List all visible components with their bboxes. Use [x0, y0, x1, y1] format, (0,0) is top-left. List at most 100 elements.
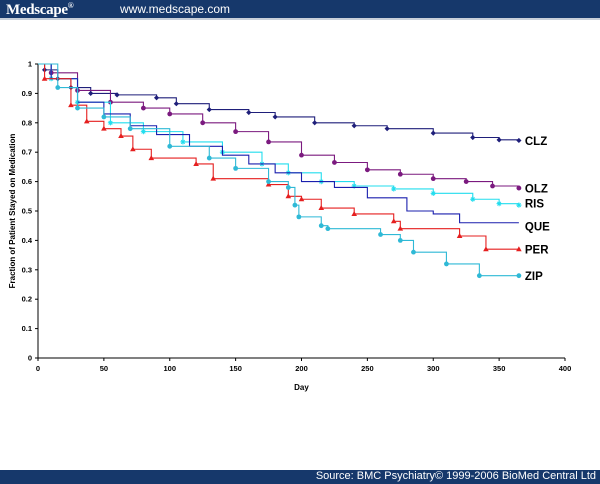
point-per: [483, 246, 489, 252]
point-per: [118, 133, 124, 139]
point-per: [148, 155, 155, 161]
point-clz: [430, 130, 436, 136]
point-clz: [351, 123, 357, 129]
point-olz: [167, 111, 173, 117]
point-zip: [444, 261, 449, 267]
x-tick-label: 400: [559, 364, 572, 373]
point-zip: [476, 273, 482, 279]
point-zip: [266, 179, 271, 185]
point-olz: [516, 185, 522, 191]
point-olz: [141, 105, 146, 111]
series-que: [38, 63, 519, 224]
point-clz: [272, 114, 278, 120]
point-per: [193, 160, 199, 166]
point-per: [351, 210, 357, 216]
point-olz: [233, 129, 239, 135]
point-clz: [173, 101, 179, 107]
point-zip: [397, 238, 403, 243]
point-clz: [153, 95, 160, 101]
point-olz: [397, 171, 403, 177]
point-zip: [285, 185, 291, 190]
point-zip: [516, 273, 522, 279]
point-zip: [233, 165, 239, 171]
point-per: [68, 102, 74, 108]
y-tick-label: 0.3: [22, 265, 32, 274]
series-line-per: [38, 63, 519, 250]
point-zip: [101, 114, 107, 120]
series-label-que: QUE: [525, 221, 550, 233]
point-zip: [55, 85, 61, 90]
y-tick-label: 0: [28, 354, 32, 363]
point-olz: [463, 179, 469, 185]
series-label-olz: OLZ: [525, 184, 548, 196]
x-tick-label: 250: [361, 364, 374, 373]
point-per: [516, 246, 522, 252]
point-per: [298, 196, 305, 202]
point-per: [318, 205, 325, 211]
y-tick-label: 0.2: [22, 295, 32, 304]
series-line-ris: [38, 63, 520, 206]
point-olz: [332, 160, 337, 165]
y-tick-label: 0.4: [22, 236, 33, 245]
site-url[interactable]: www.medscape.com: [120, 2, 231, 16]
point-ris: [140, 129, 146, 135]
point-per: [390, 218, 397, 224]
point-zip: [318, 223, 324, 229]
header-bar: Medscape® www.medscape.com: [0, 0, 600, 20]
series-label-ris: RIS: [525, 199, 545, 211]
y-tick-label: 0.5: [22, 207, 32, 216]
point-ris: [516, 202, 522, 208]
series-per: [38, 63, 522, 252]
series-zip: [38, 63, 522, 279]
chart-axes: 0 0.1 0.2 0.3 0.4 0.5 0.6 0.7 0.8 0.9 1 0 50 100 150 20…: [8, 60, 571, 393]
series-label-zip: ZIP: [525, 271, 543, 283]
point-zip: [296, 214, 302, 220]
point-olz: [266, 139, 271, 145]
series-ris: [38, 63, 522, 208]
medscape-logo[interactable]: Medscape®: [6, 1, 74, 18]
point-clz: [470, 134, 476, 141]
point-olz: [490, 183, 495, 189]
x-tick-label: 300: [427, 364, 440, 373]
point-per: [456, 232, 463, 238]
series-olz: [38, 63, 522, 191]
point-per: [41, 75, 48, 81]
series-line-zip: [38, 63, 519, 277]
point-zip: [292, 202, 298, 208]
source-credit: Source: BMC Psychiatry© 1999-2006 BioMed…: [315, 470, 596, 482]
point-zip: [75, 105, 80, 111]
point-per: [397, 225, 404, 231]
point-ris: [107, 120, 114, 126]
point-clz: [312, 120, 318, 126]
series-line-olz: [38, 63, 520, 189]
footer-bar: Source: BMC Psychiatry© 1999-2006 BioMed…: [0, 470, 600, 484]
point-per: [210, 175, 217, 181]
point-zip: [167, 143, 173, 149]
point-ris: [180, 139, 186, 145]
point-clz: [496, 137, 502, 143]
y-tick-label: 1: [28, 60, 32, 69]
series-label-clz: CLZ: [525, 136, 547, 148]
y-axis-title: Fraction of Patient Stayed on Medication: [8, 134, 17, 289]
point-per: [285, 193, 292, 199]
point-olz: [299, 152, 304, 158]
x-tick-label: 50: [100, 364, 108, 373]
point-olz: [200, 120, 206, 126]
point-clz: [516, 137, 522, 144]
point-clz: [206, 106, 212, 113]
point-clz: [246, 109, 252, 116]
point-clz: [88, 90, 94, 96]
point-zip: [411, 249, 416, 255]
point-per: [83, 118, 90, 124]
series-labels: CLZ OLZ RIS QUE PER ZIP: [525, 136, 550, 283]
series-clz: [38, 63, 522, 144]
point-zip: [127, 126, 133, 132]
point-ris: [470, 196, 476, 202]
point-olz: [430, 176, 436, 182]
point-zip: [325, 226, 331, 232]
point-ris: [496, 201, 502, 207]
series-line-que: [38, 63, 519, 224]
retention-line-chart: 0 0.1 0.2 0.3 0.4 0.5 0.6 0.7 0.8 0.9 1 0 50 100 150 20…: [8, 60, 571, 393]
point-clz: [114, 92, 120, 98]
point-per: [130, 146, 136, 152]
